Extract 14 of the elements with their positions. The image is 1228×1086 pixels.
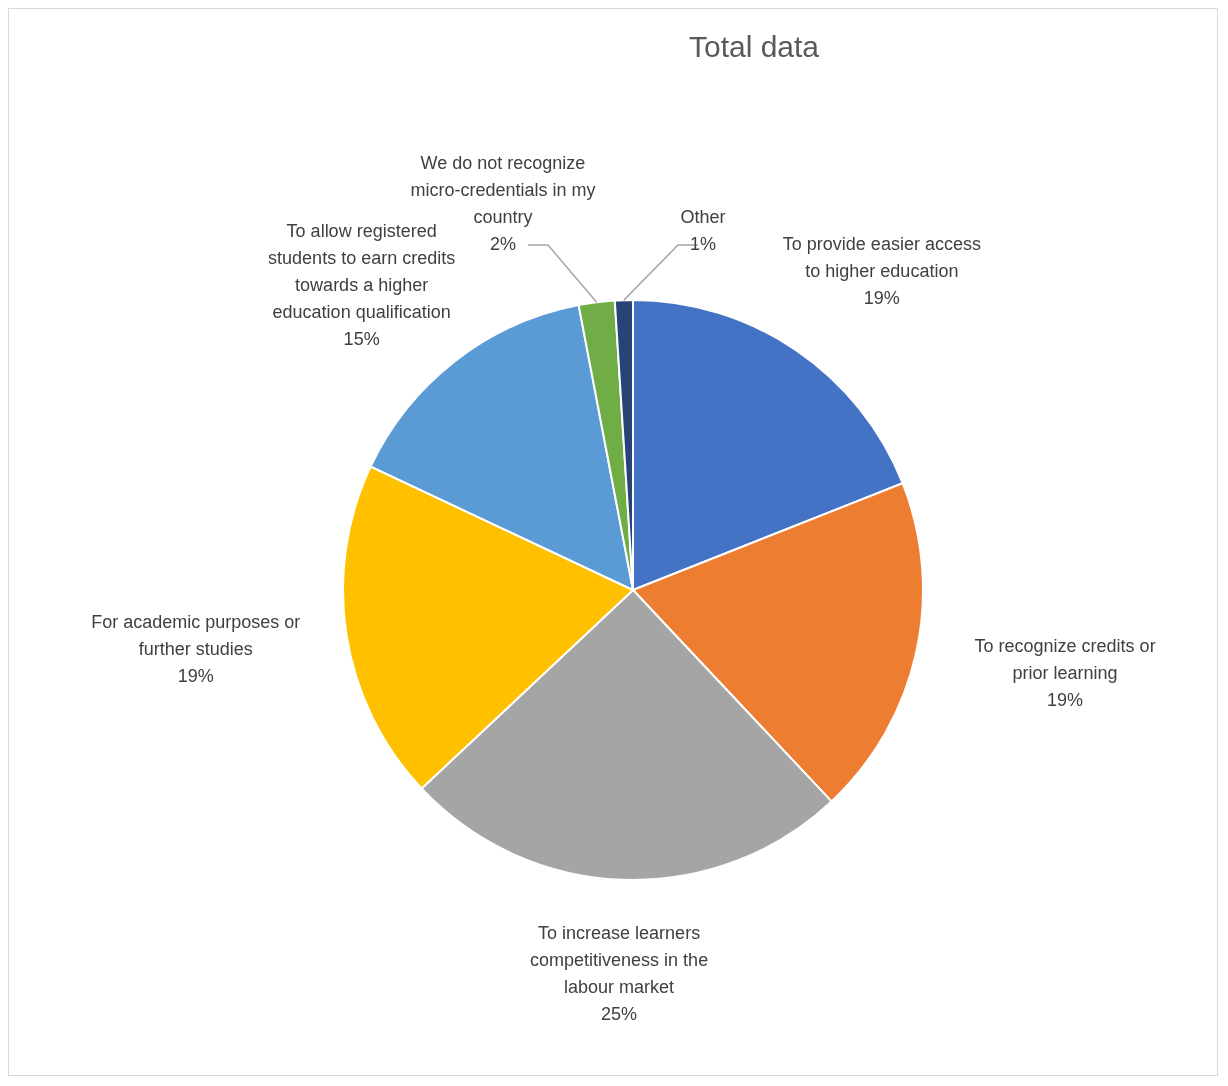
data-label: 19%: [1047, 689, 1084, 710]
data-label: 1%: [689, 233, 717, 254]
slice-label: Other: [680, 206, 726, 227]
chart-title: Total data: [688, 30, 820, 64]
slice-label: For academic purposes or further studies: [91, 612, 301, 660]
slice-label: To allow registered students to earn credits towards a higher education qualification: [268, 220, 456, 322]
slice-label: To increase learners competitiveness in the labour market: [530, 923, 709, 998]
slice-label: To provide easier access to higher education: [782, 233, 981, 281]
data-label: 19%: [863, 287, 900, 308]
data-label: 2%: [489, 233, 517, 254]
data-label: 15%: [343, 328, 380, 349]
data-label: 19%: [177, 666, 214, 687]
data-label: 25%: [601, 1004, 638, 1025]
slice-label: To recognize credits or prior learning: [974, 635, 1156, 683]
